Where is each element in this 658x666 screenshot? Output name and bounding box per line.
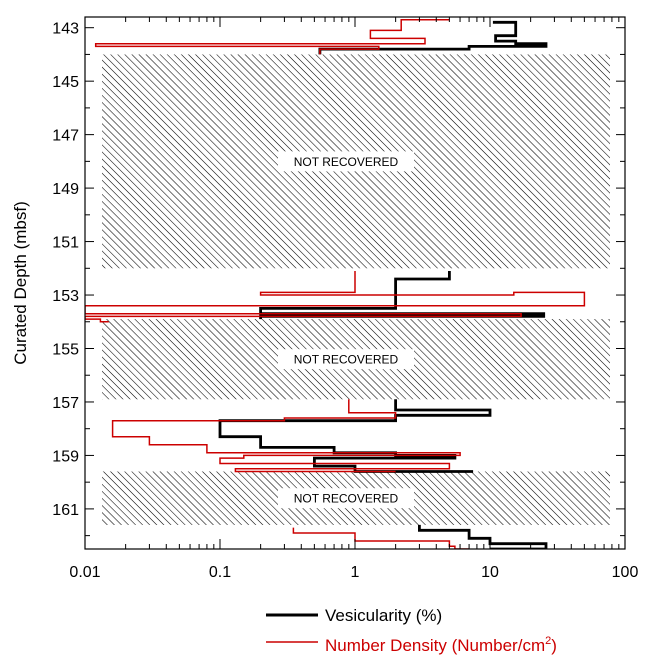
data-series [85,18,586,549]
y-tick-label: 153 [52,288,79,305]
not-recovered-zones: NOT RECOVERED NOT RECOVERED NOT RECOVERED [102,54,610,525]
y-tick-label: 149 [52,181,79,198]
y-tick-label: 145 [52,74,79,91]
y-tick-label: 147 [52,128,79,145]
y-tick-label: 157 [52,395,79,412]
x-tick-label: 0.01 [69,564,100,581]
x-tick-label: 0.1 [209,564,231,581]
y-tick-label: 155 [52,341,79,358]
y-tick-label: 161 [52,502,79,519]
y-tick-label: 159 [52,448,79,465]
number-density-line-7 [111,399,461,473]
vesicularity-line-1 [318,20,548,55]
legend-label-number-density: Number Density (Number/cm2) [325,635,557,655]
not-recovered-label-bg [278,151,414,172]
y-tick-label: 143 [52,21,79,38]
vesicularity-line-3 [218,399,492,473]
axes: 143 145 147 149 151 153 155 157 159 161 0.01 0.1 1 10… [52,17,638,581]
not-recovered-label: NOT RECOVERED [294,155,399,169]
not-recovered-label-bg [278,349,414,370]
number-density-line-8 [292,527,470,549]
y-tick-label: 151 [52,235,79,252]
vesicularity-line-4 [417,524,548,549]
y-axis-label: Curated Depth (mbsf) [11,201,30,364]
x-tick-label: 1 [351,564,360,581]
legend-label-vesicularity: Vesicularity (%) [325,606,442,625]
not-recovered-label-bg [278,488,414,509]
number-density-line-6 [85,271,586,323]
x-tick-label: 10 [481,564,499,581]
legend: Vesicularity (%) Number Density (Number/… [266,606,557,655]
number-density-line-5 [94,18,450,55]
not-recovered-label: NOT RECOVERED [294,353,399,367]
not-recovered-label: NOT RECOVERED [294,492,399,506]
x-tick-label: 100 [612,564,639,581]
